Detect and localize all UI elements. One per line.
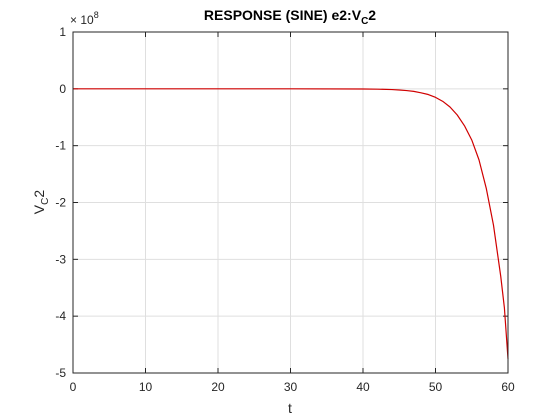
- series-group: [73, 88, 509, 359]
- series-line: [73, 88, 509, 359]
- x-tick-label: 60: [501, 380, 515, 394]
- x-tick-label: 10: [139, 380, 153, 394]
- y-tick-label: -5: [55, 366, 66, 380]
- y-tick-label: -1: [55, 139, 66, 153]
- y-scale-exponent: × 108: [70, 10, 99, 27]
- y-tick-label: 1: [59, 25, 66, 39]
- x-axis-ticks: 0 10 20 30 40 50 60: [70, 32, 515, 394]
- x-tick-label: 20: [211, 380, 225, 394]
- y-tick-label: -3: [55, 252, 66, 266]
- x-tick-label: 50: [429, 380, 443, 394]
- y-tick-label: -4: [55, 309, 66, 323]
- y-tick-label: 0: [59, 82, 66, 96]
- x-tick-label: 30: [284, 380, 298, 394]
- y-axis-label: VC2: [31, 190, 51, 215]
- y-tick-label: -2: [55, 196, 66, 210]
- x-tick-label: 40: [356, 380, 370, 394]
- x-axis-label: t: [288, 400, 292, 416]
- axes-box: [72, 31, 509, 374]
- chart-title: RESPONSE (SINE) e2:VC2: [204, 7, 376, 27]
- x-tick-label: 0: [70, 380, 77, 394]
